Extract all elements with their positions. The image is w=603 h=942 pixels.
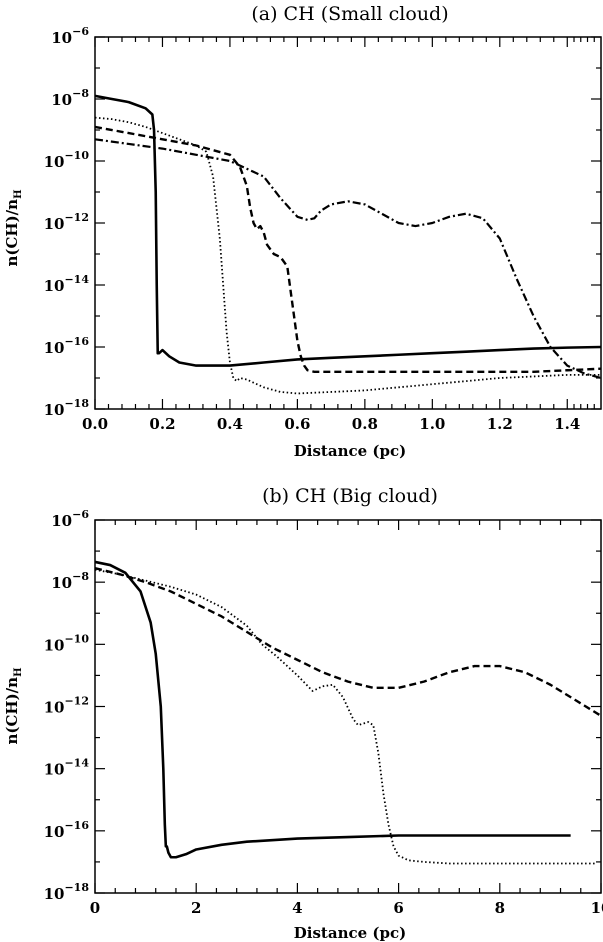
y-tick-label: 10−12 [44,211,89,233]
panel-big-cloud: (b) CH (Big cloud) 0 2 4 6 8 10 10−6 10−8 10−10… [3,485,603,942]
x-axis-label: Distance (pc) [294,924,406,942]
panel-small-cloud: (a) CH (Small cloud) 0.0 0.2 0.4 0.6 0.8 1.0 1… [3,3,602,460]
y-tick-label: 10−14 [44,273,90,295]
chart-title: (a) CH (Small cloud) [251,3,448,25]
series-line-dotted [94,568,596,865]
y-tick-label: 10−18 [44,397,90,419]
series-line-solid [94,560,571,859]
x-ticks: 0.0 0.2 0.4 0.6 0.8 1.0 1.2 1.4 [82,37,595,433]
y-tick-label: 10−6 [51,25,89,47]
y-axis-label: n(CH)/nH [3,189,24,266]
x-tick-label: 10 [591,899,603,917]
plot-frame [94,36,602,410]
chart-title: (b) CH (Big cloud) [262,485,438,507]
x-axis-label: Distance (pc) [294,442,406,460]
x-tick-label: 0.2 [149,415,175,433]
y-ticks: 10−6 10−8 10−10 10−12 10−14 10−16 10−18 [44,25,601,419]
y-tick-label: 10−12 [44,695,89,717]
y-tick-label: 10−18 [44,881,90,903]
x-tick-label: 0 [90,899,100,917]
y-ticks: 10−6 10−8 10−10 10−12 10−14 10−16 10−18 [44,508,601,903]
y-tick-label: 10−14 [44,757,90,779]
x-tick-label: 0.0 [82,415,108,433]
x-tick-label: 1.2 [487,415,513,433]
x-tick-label: 0.6 [284,415,310,433]
y-tick-label: 10−16 [44,819,90,841]
x-tick-label: 4 [292,899,302,917]
series-line-dashed [94,567,602,717]
y-tick-label: 10−6 [51,508,89,530]
y-tick-label: 10−10 [44,149,90,171]
y-tick-label: 10−16 [44,335,90,357]
y-axis-label: n(CH)/nH [3,667,24,744]
series-line-dashdot [94,138,602,380]
x-tick-label: 0.8 [352,415,378,433]
series-line-solid [94,94,602,367]
y-tick-label: 10−8 [51,570,89,592]
series-group [94,560,602,865]
x-tick-label: 0.4 [217,415,243,433]
x-tick-label: 6 [393,899,403,917]
y-tick-label: 10−10 [44,632,90,654]
series-group [94,94,602,395]
x-ticks: 0 2 4 6 8 10 [90,520,603,917]
series-line-dotted [94,116,601,395]
x-tick-label: 1.4 [554,415,580,433]
series-line-dashed [94,125,602,373]
x-tick-label: 8 [495,899,505,917]
x-tick-label: 2 [191,899,201,917]
y-tick-label: 10−8 [51,87,89,109]
x-tick-label: 1.0 [419,415,445,433]
